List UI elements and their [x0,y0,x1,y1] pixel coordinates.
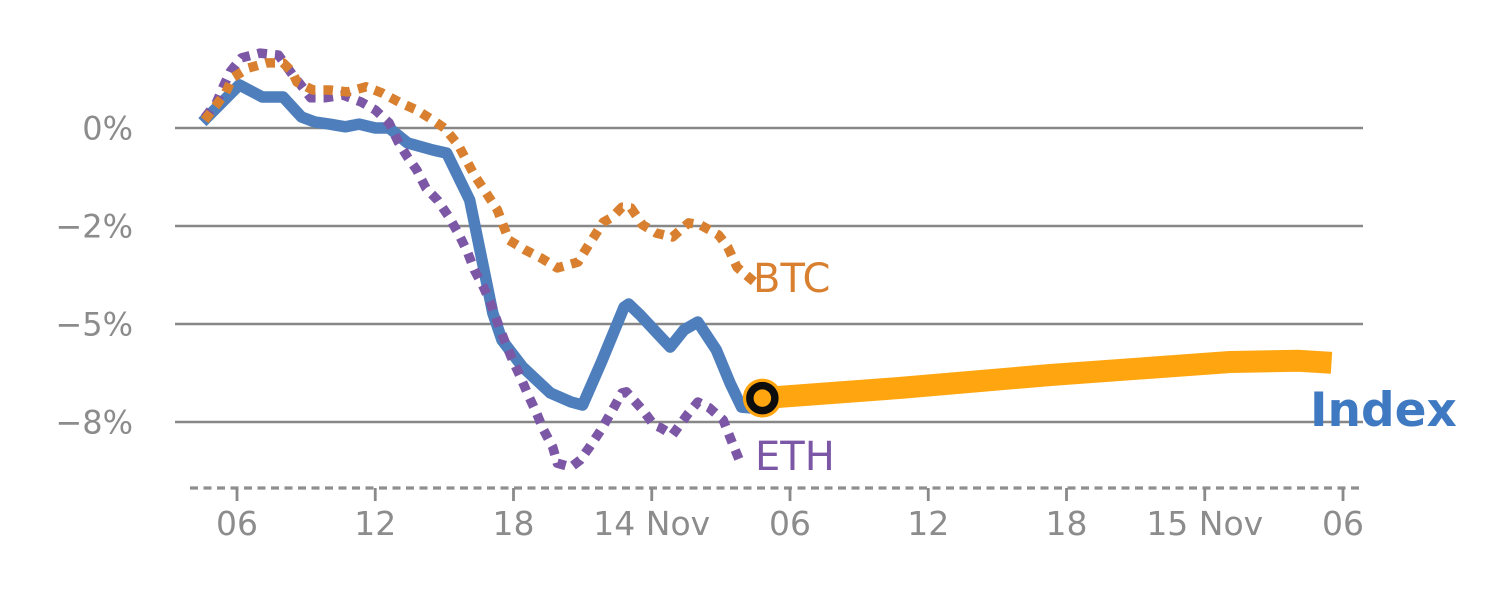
x-axis-tick-label: 06 [216,504,258,543]
index-forecast-line [761,349,1333,410]
btc-series-label: BTC [753,256,831,302]
x-axis-tick-label: 15 Nov [1146,504,1263,543]
x-axis-tick-label: 18 [493,504,535,543]
y-axis-tick-label: −5% [55,306,133,344]
eth-series-label: ETH [755,434,835,480]
eth-line [200,48,747,472]
index-history-line [198,79,767,414]
x-axis-tick-label: 06 [769,504,811,543]
x-axis-tick-label: 12 [907,504,949,543]
x-axis-tick-label: 06 [1322,504,1364,543]
current-value-marker-ring [746,381,779,415]
y-axis-tick-label: −2% [55,208,133,246]
x-axis-tick-label: 18 [1046,504,1088,543]
x-axis-tick-label: 14 Nov [593,504,710,543]
y-axis-tick-label: −8% [55,404,133,442]
btc-line [200,58,759,287]
y-axis-tick-label: 0% [82,110,133,148]
index-series-label: Index [1310,383,1457,438]
x-axis-tick-label: 12 [354,504,396,543]
